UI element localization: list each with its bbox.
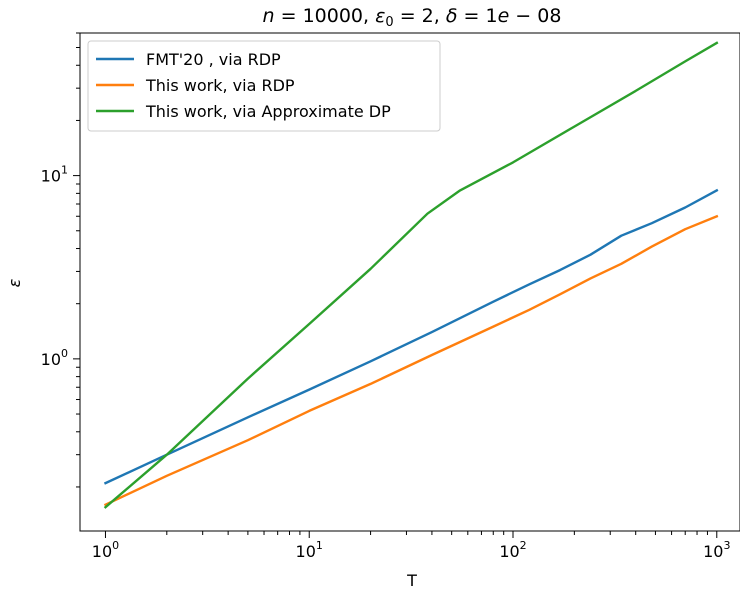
series-line-1 xyxy=(103,188,719,485)
legend-entry: This work, via Approximate DP xyxy=(145,102,391,121)
series-line-2 xyxy=(103,214,719,507)
y-axis-label: ε xyxy=(5,278,24,287)
legend-entry: FMT'20 , via RDP xyxy=(146,50,281,69)
plot-frame xyxy=(79,32,740,532)
x-axis-label: T xyxy=(406,571,417,590)
plot-area xyxy=(79,32,740,532)
legend: FMT'20 , via RDP This work, via RDP This w… xyxy=(87,40,441,132)
series-layer xyxy=(103,41,719,509)
x-axis: 100 101 102 103 xyxy=(92,531,730,561)
series-line-3 xyxy=(103,41,719,509)
x-tick-label: 102 xyxy=(499,539,526,561)
y-tick-label: 100 xyxy=(41,347,68,369)
x-tick-label: 101 xyxy=(296,539,323,561)
x-tick-label: 103 xyxy=(703,539,730,561)
x-tick-label: 100 xyxy=(92,539,119,561)
legend-entry: This work, via RDP xyxy=(145,76,295,95)
y-tick-label: 101 xyxy=(41,164,68,186)
legend-box xyxy=(87,40,441,132)
chart-title: n = 10000, ε0 = 2, δ = 1e − 08 xyxy=(263,5,562,30)
y-axis: 100 101 xyxy=(41,32,80,488)
